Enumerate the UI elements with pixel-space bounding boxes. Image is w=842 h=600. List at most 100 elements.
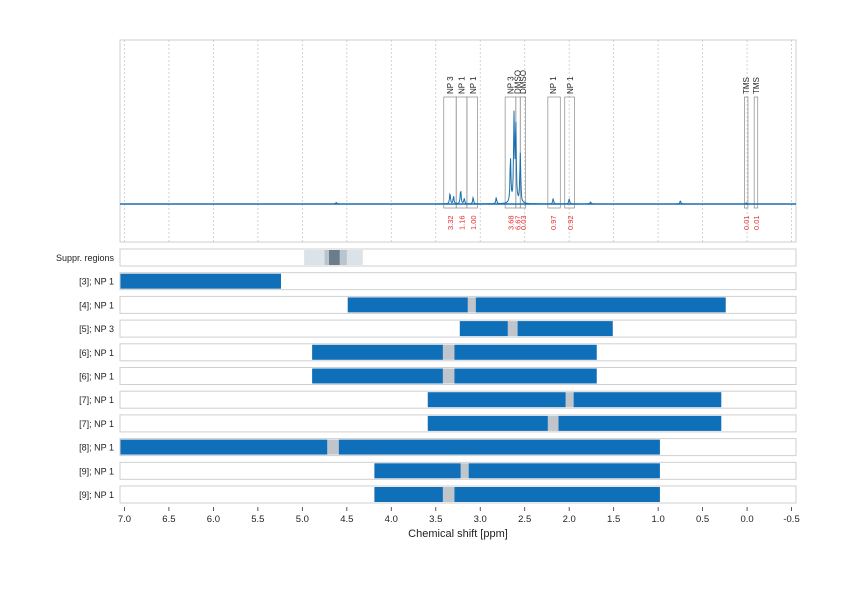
- row-bar: [312, 368, 443, 384]
- x-axis: 7.0 6.5 6.0 5.5 5.0 4.5 4.0 3.5 3.0 2.5 2.0 1.5 1.0 0…: [118, 507, 800, 540]
- integral-value-label: 0.97: [549, 215, 558, 230]
- x-tick-label: 5.5: [251, 514, 264, 525]
- x-tick-label: 4.0: [385, 514, 398, 525]
- integral-box: [466, 96, 478, 209]
- row-bar: [312, 344, 443, 360]
- row-bar: [120, 273, 281, 289]
- region-row: [9]; NP 1: [79, 485, 797, 504]
- row-gap: [442, 487, 455, 502]
- integral-value-label: 6.67: [514, 215, 523, 230]
- x-tick-label: 1.5: [607, 514, 620, 525]
- row-bar: [558, 415, 722, 431]
- x-tick-label: 0.5: [696, 514, 709, 525]
- row-bar: [347, 297, 468, 313]
- row-label: Suppr. regions: [56, 253, 115, 263]
- row-bar: [454, 368, 597, 384]
- x-tick-label: 3.5: [429, 514, 442, 525]
- row-gap: [460, 463, 469, 479]
- integral-box: [753, 96, 759, 209]
- row-frame: [119, 248, 797, 267]
- row-gap: [327, 439, 339, 455]
- region-row: [7]; NP 1: [79, 414, 797, 433]
- row-bar: [517, 321, 613, 337]
- x-axis-title: Chemical shift [ppm]: [408, 528, 508, 540]
- peak-label: NP 1: [469, 76, 478, 94]
- row-label: [4]; NP 1: [79, 300, 114, 310]
- peak-label: NP 3: [506, 76, 515, 94]
- region-row: [5]; NP 3: [79, 319, 797, 338]
- row-label: [6]; NP 1: [79, 372, 114, 382]
- peak-label: DMSO: [519, 70, 528, 94]
- suppr-region-inner: [329, 250, 340, 265]
- integral-value-label: 1.00: [469, 215, 478, 230]
- x-tick-label: 0.0: [740, 514, 753, 525]
- row-gap: [467, 297, 476, 313]
- row-gap: [565, 392, 574, 408]
- row-gap: [547, 415, 559, 431]
- x-tick-label: 6.5: [162, 514, 175, 525]
- row-bar: [120, 439, 328, 455]
- integral-value-label: 0.92: [566, 215, 575, 230]
- integral-box: [744, 96, 749, 209]
- row-label: [5]; NP 3: [79, 324, 114, 334]
- row-gap: [442, 368, 455, 384]
- row-bar: [454, 344, 597, 360]
- peak-label: TMS: [752, 77, 761, 94]
- row-label: [7]; NP 1: [79, 419, 114, 429]
- x-tick-label: 2.0: [563, 514, 576, 525]
- region-row: [6]; NP 1: [79, 343, 797, 362]
- row-gap: [442, 344, 455, 360]
- row-frame: [119, 272, 797, 291]
- region-row: [8]; NP 1: [79, 438, 797, 457]
- integral-value-label: 3.32: [446, 215, 455, 230]
- region-row: [9]; NP 1: [79, 461, 797, 480]
- row-bar: [374, 487, 443, 502]
- row-label: [8]; NP 1: [79, 443, 114, 453]
- region-row: [7]; NP 1: [79, 390, 797, 409]
- integral-value-label: 0.01: [742, 215, 751, 230]
- x-tick-label: 6.0: [207, 514, 220, 525]
- x-tick-label: 4.5: [340, 514, 353, 525]
- x-tick-label: 3.0: [474, 514, 487, 525]
- row-bar: [459, 321, 508, 337]
- peak-label: TMS: [742, 77, 751, 94]
- row-bar: [454, 487, 660, 502]
- region-row: Suppr. regions: [56, 248, 797, 267]
- row-bar: [573, 392, 722, 408]
- x-tick-label: 2.5: [518, 514, 531, 525]
- peak-label: NP 1: [549, 76, 558, 94]
- x-tick-label: 5.0: [296, 514, 309, 525]
- row-bar: [427, 392, 566, 408]
- region-row: [6]; NP 1: [79, 367, 797, 385]
- peak-label: DMSO: [514, 70, 523, 94]
- spectrum-frame: [119, 39, 797, 243]
- row-label: [9]; NP 1: [79, 466, 114, 476]
- row-bar: [468, 463, 660, 479]
- integral-value-label: 0.03: [519, 215, 528, 230]
- row-label: [7]; NP 1: [79, 395, 114, 405]
- row-bar: [475, 297, 726, 313]
- region-row: [3]; NP 1: [79, 272, 797, 291]
- x-tick-label: -0.5: [783, 514, 799, 525]
- row-label: [3]; NP 1: [79, 277, 114, 287]
- row-bar: [427, 415, 548, 431]
- x-tick-label: 1.0: [652, 514, 665, 525]
- integral-value-label: 3.68: [506, 215, 515, 230]
- peak-label: NP 1: [458, 76, 467, 94]
- integral-box: [547, 96, 561, 209]
- spectrum-trace: [120, 110, 796, 205]
- row-bar: [338, 439, 660, 455]
- integral-box: [564, 96, 575, 209]
- row-bar: [374, 463, 461, 479]
- row-label: [6]; NP 1: [79, 348, 114, 358]
- row-frame: [119, 319, 797, 338]
- integral-value-label: 1.16: [458, 215, 467, 230]
- row-label: [9]; NP 1: [79, 490, 114, 500]
- peak-label: NP 1: [566, 76, 575, 94]
- integral-value-label: 0.01: [752, 215, 761, 230]
- integral-box: [519, 96, 526, 209]
- row-gap: [507, 321, 518, 337]
